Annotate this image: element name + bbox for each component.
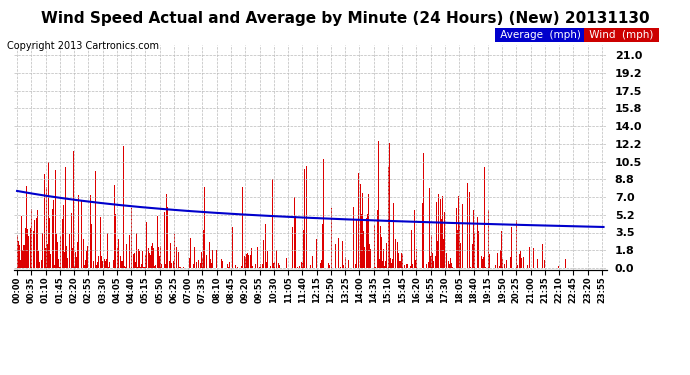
- Text: Wind Speed Actual and Average by Minute (24 Hours) (New) 20131130: Wind Speed Actual and Average by Minute …: [41, 11, 649, 26]
- Text: Wind  (mph): Wind (mph): [586, 30, 657, 40]
- Text: Copyright 2013 Cartronics.com: Copyright 2013 Cartronics.com: [7, 41, 159, 51]
- Text: Average  (mph): Average (mph): [497, 30, 584, 40]
